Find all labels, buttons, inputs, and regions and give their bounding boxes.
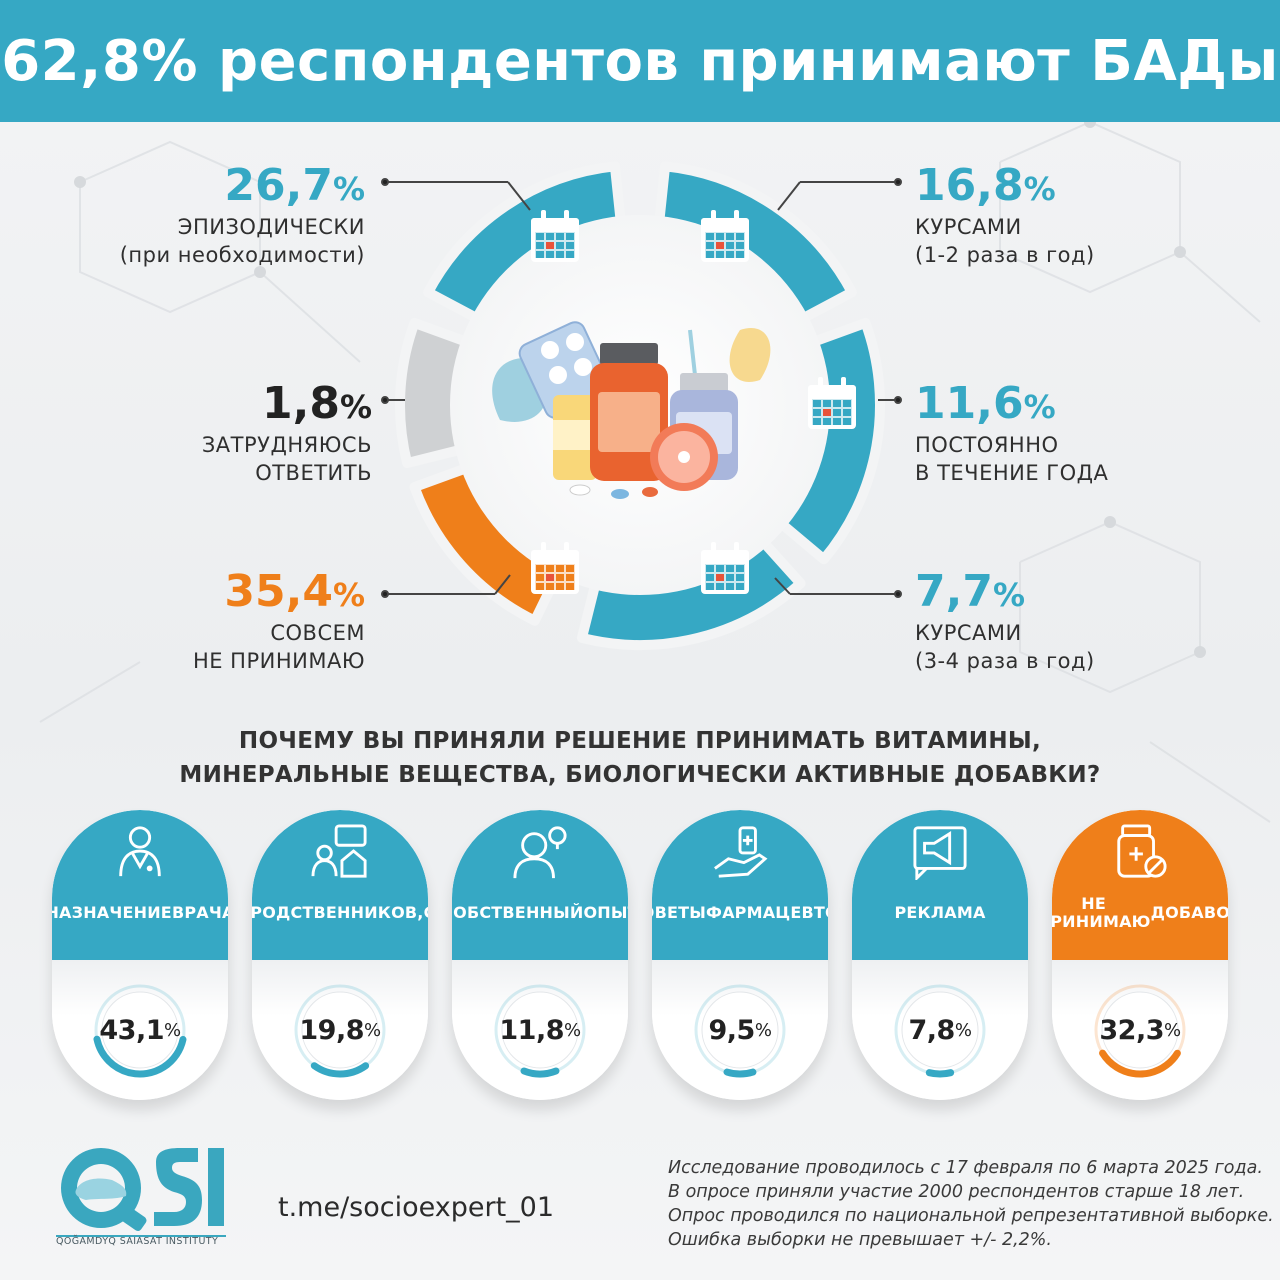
people-chat-icon (311, 824, 367, 878)
reason-ring (692, 982, 788, 1078)
reason-title-line: СОВЕТЫ (652, 903, 706, 922)
reason-card: НЕ ПРИНИМАЮДОБАВОК 32,3% (1052, 810, 1228, 1100)
reason-title: СОБСТВЕННЫЙОПЫТ (452, 878, 628, 948)
question-line-2: МИНЕРАЛЬНЫЕ ВЕЩЕСТВА, БИОЛОГИЧЕСКИ АКТИВ… (179, 762, 1101, 788)
reason-ring-value (692, 982, 788, 1078)
doctor-icon (119, 826, 161, 877)
stat-episodic: 26,7% ЭПИЗОДИЧЕСКИ (при необходимости) (119, 160, 365, 268)
stat-course12-sublabel: (1-2 раза в год) (915, 243, 1095, 267)
question-heading: ПОЧЕМУ ВЫ ПРИНЯЛИ РЕШЕНИЕ ПРИНИМАТЬ ВИТА… (140, 724, 1140, 792)
stat-course34: 7,7% КУРСАМИ (3-4 раза в год) (915, 566, 1095, 674)
reason-card: СОВЕТЫФАРМАЦЕВТОВ 9,5% (652, 810, 828, 1100)
note-line: Ошибка выборки не превышает +/- 2,2%. (668, 1230, 1052, 1250)
reason-title-line: СОСЕДЕЙ (424, 904, 428, 922)
no-pills-icon (1117, 824, 1167, 878)
calendar-icon (531, 542, 579, 594)
reason-ring-value (92, 982, 188, 1078)
reason-title-line: ОПЫТ (583, 903, 629, 922)
survey-note: Исследование проводилось с 17 февраля по… (668, 1156, 1274, 1252)
stat-unsure-value: 1,8 (261, 378, 340, 429)
hand-medicine-icon (714, 826, 768, 878)
stat-never: 35,4% СОВСЕМ НЕ ПРИНИМАЮ (192, 566, 365, 674)
reason-card: НАЗНАЧЕНИЕВРАЧА 43,1% (52, 810, 228, 1100)
reason-title-line: РОДСТВЕННИКОВ, (252, 903, 424, 922)
reason-title-line: ДОБАВОК (1150, 903, 1228, 922)
stat-course34-sublabel: (3-4 раза в год) (915, 649, 1095, 673)
stat-constant: 11,6% ПОСТОЯННО В ТЕЧЕНИЕ ГОДА (915, 378, 1109, 486)
stat-episodic-sublabel: (при необходимости) (119, 243, 365, 267)
calendar-icon (531, 210, 579, 262)
stat-unsure-label: ЗАТРУДНЯЮСЬ (201, 433, 372, 457)
stat-constant-value: 11,6 (915, 378, 1024, 429)
reason-card: РЕКЛАМА 7,8% (852, 810, 1028, 1100)
background-network (39, 122, 1271, 823)
note-line: Исследование проводилось с 17 февраля по… (668, 1158, 1263, 1178)
reason-ring (892, 982, 988, 1078)
reasons-cards: НАЗНАЧЕНИЕВРАЧА 43,1%СОВЕТЫ КОЛЛЕГ,РОДСТ… (0, 800, 1280, 1120)
reason-value: 9,5% (708, 1014, 772, 1046)
reason-ring-value (292, 982, 388, 1078)
question-line-1: ПОЧЕМУ ВЫ ПРИНЯЛИ РЕШЕНИЕ ПРИНИМАТЬ ВИТА… (238, 728, 1042, 754)
reason-title-line: ФАРМАЦЕВТОВ (706, 903, 828, 922)
reason-ring (92, 982, 188, 1078)
stat-never-value: 35,4 (224, 566, 333, 617)
page-title: 62,8% респондентов принимают БАДы (1, 28, 1279, 94)
reason-value: 43,1% (99, 1014, 181, 1046)
reason-title: НЕ ПРИНИМАЮДОБАВОК (1052, 878, 1228, 948)
stat-never-label: СОВСЕМ (270, 621, 365, 645)
reason-title: СОВЕТЫ КОЛЛЕГ,РОДСТВЕННИКОВ,СОСЕДЕЙ (252, 878, 428, 948)
reason-card: СОБСТВЕННЫЙОПЫТ 11,8% (452, 810, 628, 1100)
reason-ring (492, 982, 588, 1078)
reason-title-line: НЕ ПРИНИМАЮ (1052, 894, 1151, 931)
calendar-icon (701, 542, 749, 594)
reason-value: 7,8% (908, 1014, 972, 1046)
megaphone-icon (913, 826, 967, 880)
reason-ring-value (1092, 982, 1188, 1078)
calendar-icon (808, 377, 856, 429)
stat-unsure-sublabel: ОТВЕТИТЬ (255, 461, 372, 485)
stat-course34-label: КУРСАМИ (915, 621, 1022, 645)
reason-ring (292, 982, 388, 1078)
note-line: Опрос проводился по национальной репрезе… (668, 1206, 1274, 1226)
supplements-illustration-icon (492, 321, 771, 499)
header-banner: 62,8% респондентов принимают БАДы (0, 0, 1280, 122)
reason-title: НАЗНАЧЕНИЕВРАЧА (52, 878, 228, 948)
reason-title-line: РЕКЛАМА (894, 903, 986, 922)
person-idea-icon (513, 826, 567, 879)
stat-constant-label: ПОСТОЯННО (915, 433, 1059, 457)
stat-course12: 16,8% КУРСАМИ (1-2 раза в год) (915, 160, 1095, 268)
stat-course34-value: 7,7 (915, 566, 993, 617)
reason-value: 11,8% (499, 1014, 581, 1046)
note-line: В опросе приняли участие 2000 респондент… (668, 1182, 1245, 1202)
qsi-logo (56, 1148, 226, 1237)
reason-title-line: СОБСТВЕННЫЙ (452, 903, 584, 922)
stat-never-sublabel: НЕ ПРИНИМАЮ (192, 649, 365, 673)
reason-ring (1092, 982, 1188, 1078)
logo-subtitle: QOĞAMDYQ SAIASAT INSTITUTY (56, 1236, 219, 1247)
donut-chart (381, 161, 902, 650)
stat-constant-sublabel: В ТЕЧЕНИЕ ГОДА (915, 461, 1109, 485)
reason-card: СОВЕТЫ КОЛЛЕГ,РОДСТВЕННИКОВ,СОСЕДЕЙ 19,8… (252, 810, 428, 1100)
stat-episodic-value: 26,7 (224, 160, 333, 211)
calendar-icon (701, 210, 749, 262)
stat-unsure: 1,8% ЗАТРУДНЯЮСЬ ОТВЕТИТЬ (201, 378, 372, 486)
stat-course12-label: КУРСАМИ (915, 215, 1022, 239)
reason-value: 32,3% (1099, 1014, 1181, 1046)
stat-episodic-label: ЭПИЗОДИЧЕСКИ (177, 215, 365, 239)
reason-ring-value (492, 982, 588, 1078)
reason-title: РЕКЛАМА (858, 878, 1022, 948)
reason-ring-value (892, 982, 988, 1078)
telegram-link[interactable]: t.me/socioexpert_01 (278, 1192, 555, 1223)
reason-title-line: ВРАЧА (171, 903, 228, 922)
stat-course12-value: 16,8 (915, 160, 1024, 211)
reason-title: СОВЕТЫФАРМАЦЕВТОВ (652, 878, 828, 948)
reason-value: 19,8% (299, 1014, 381, 1046)
reason-title-line: НАЗНАЧЕНИЕ (52, 903, 172, 922)
